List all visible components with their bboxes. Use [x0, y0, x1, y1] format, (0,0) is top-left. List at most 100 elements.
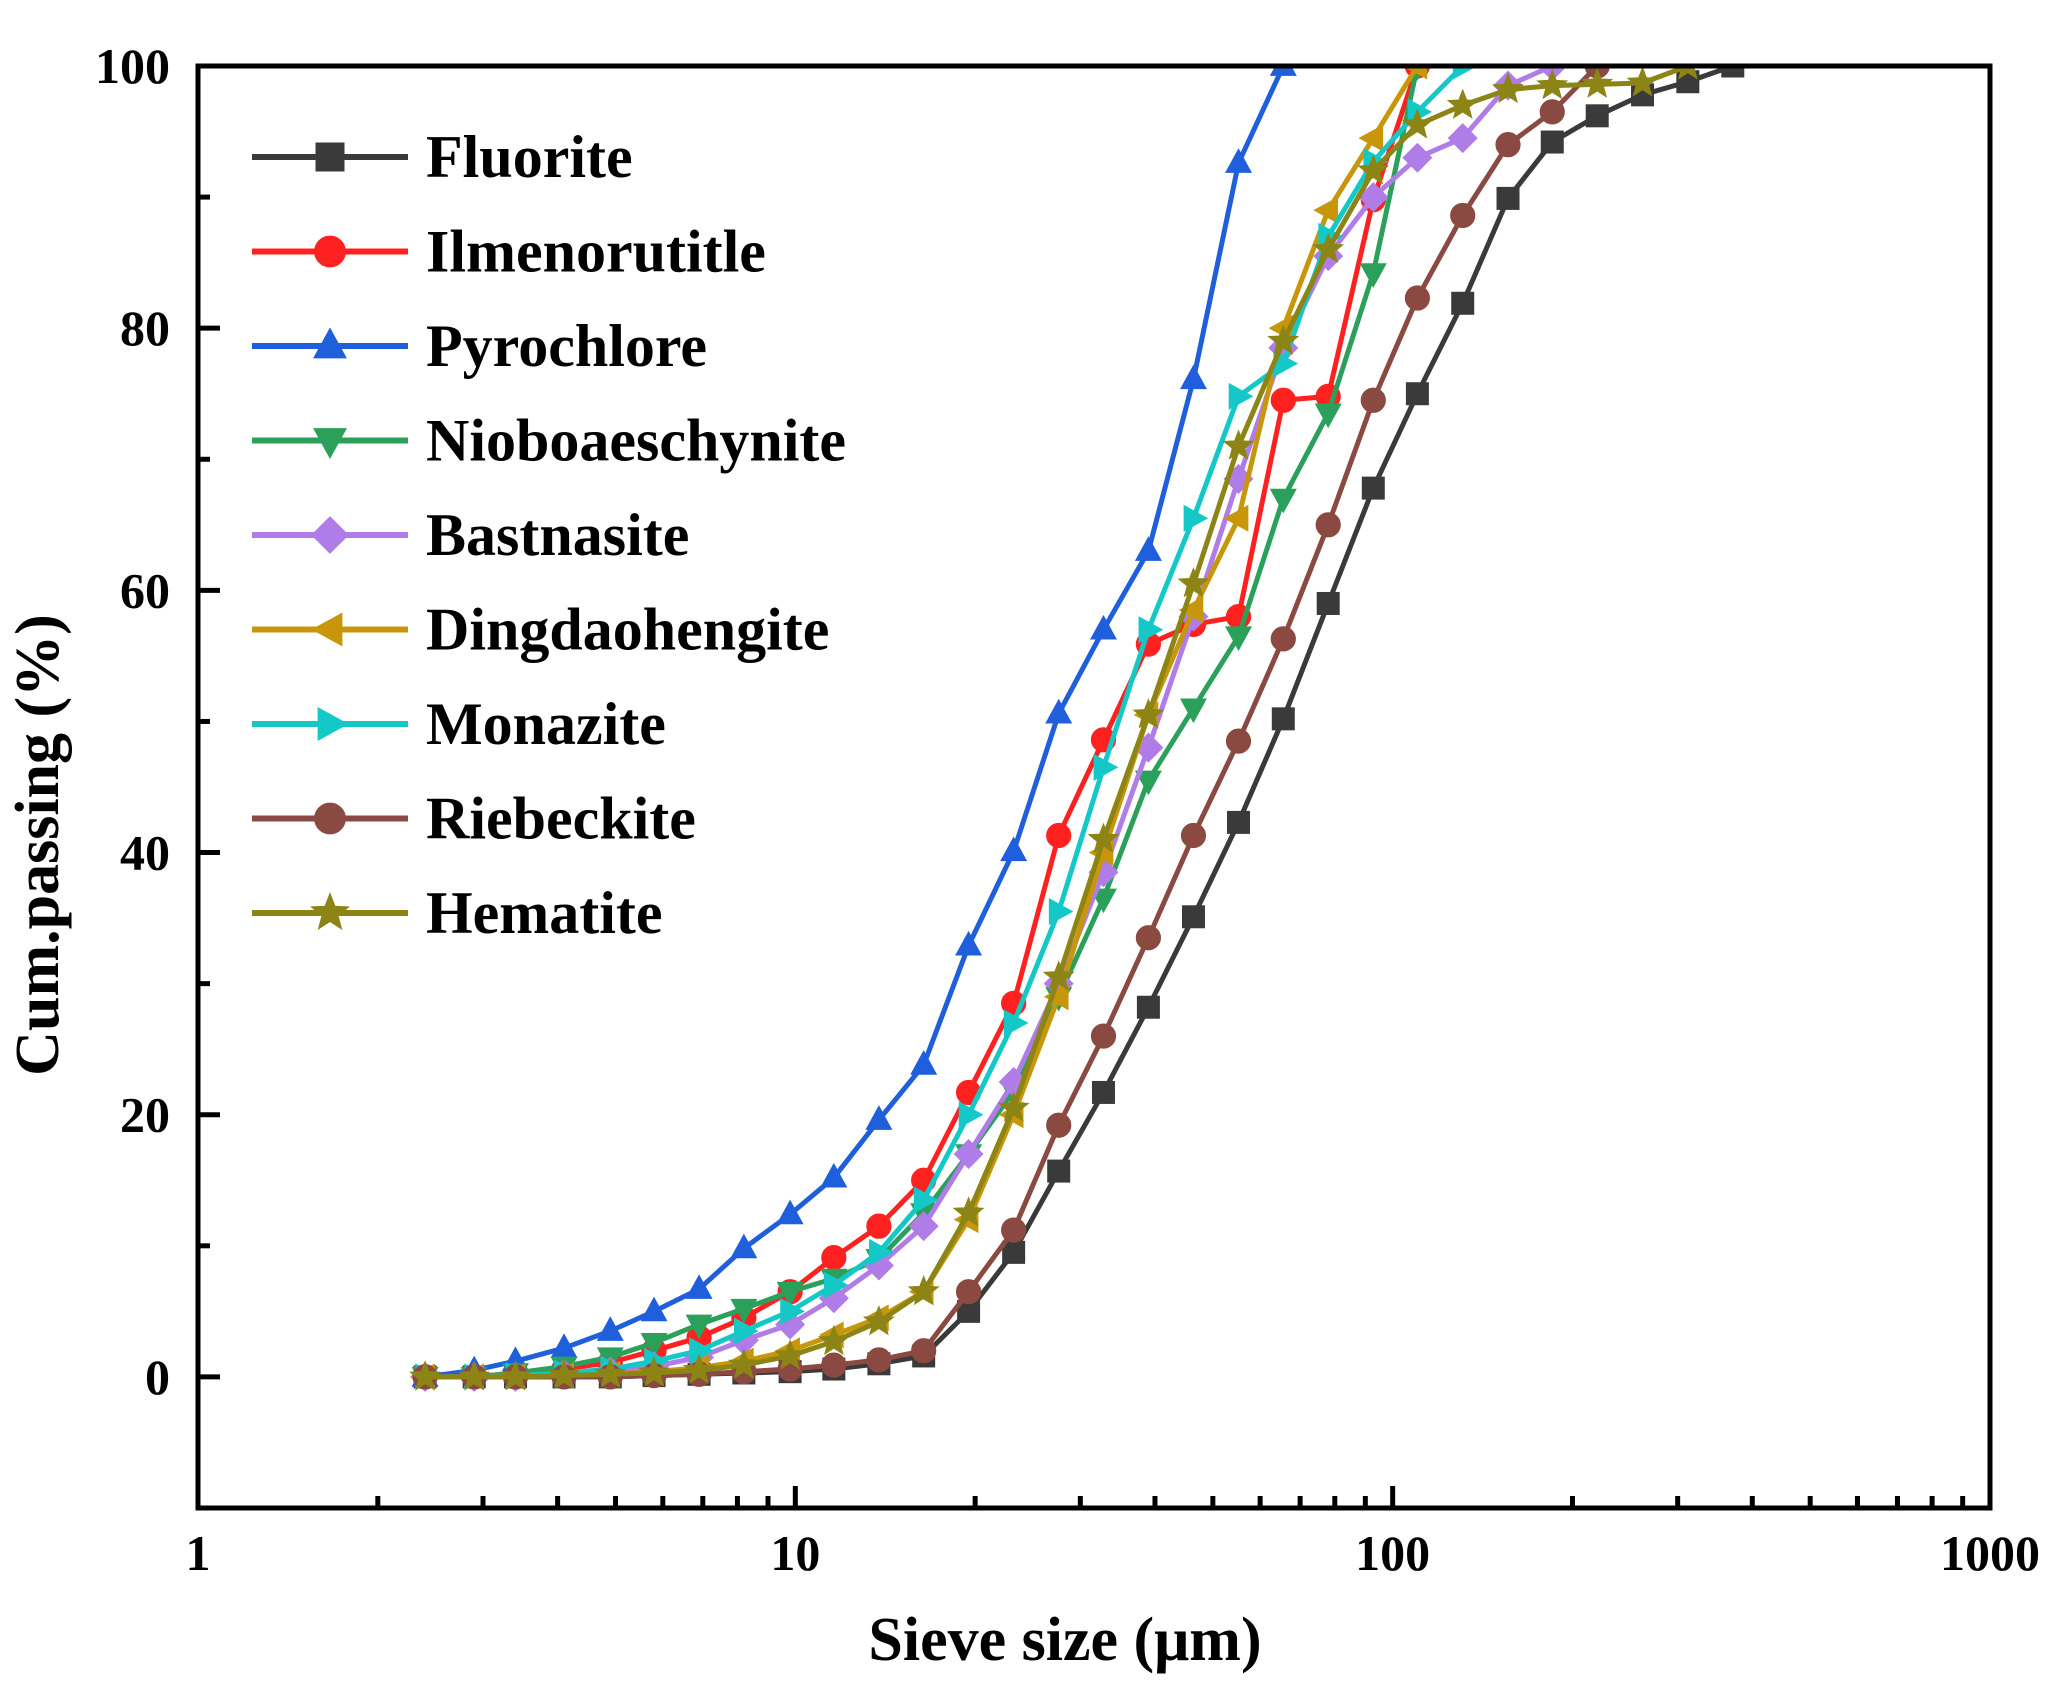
- data-point-nioboaeschynite: [1089, 888, 1117, 914]
- legend-label: Nioboaeschynite: [426, 408, 846, 474]
- data-point-hematite: [458, 1360, 491, 1391]
- data-point-fluorite: [1091, 1080, 1115, 1104]
- data-point-hematite: [774, 1339, 807, 1370]
- legend: Fluorite Ilmenorutitle Pyrochlore Nioboaesc…: [252, 124, 846, 946]
- data-point-pyrochlore: [596, 1316, 624, 1341]
- data-point-hematite: [727, 1348, 760, 1379]
- data-point-ilmenorutitle: [1270, 387, 1296, 413]
- data-point-hematite: [997, 1091, 1030, 1122]
- data-point-nioboaeschynite: [640, 1332, 668, 1358]
- data-point-monazite: [823, 1271, 849, 1299]
- data-point-dingdaohengite: [1223, 504, 1249, 532]
- data-point-bastnasite: [1402, 142, 1433, 173]
- data-point-hematite: [1132, 698, 1165, 729]
- data-point-riebeckite: [1315, 512, 1341, 538]
- legend-label: Pyrochlore: [426, 313, 707, 379]
- data-point-ilmenorutitle: [821, 1245, 847, 1271]
- data-point-pyrochlore: [1225, 148, 1253, 173]
- data-point-riebeckite: [821, 1352, 847, 1378]
- data-point-hematite: [1357, 154, 1390, 185]
- data-point-riebeckite: [1404, 285, 1430, 311]
- data-point-monazite: [689, 1337, 714, 1365]
- legend-label: Ilmenorutitle: [426, 219, 766, 285]
- data-point-riebeckite: [1495, 132, 1521, 158]
- data-point-monazite: [734, 1317, 759, 1345]
- y-tick-label: 60: [120, 562, 170, 618]
- data-point-hematite: [1222, 429, 1255, 460]
- legend-swatch-marker: [313, 428, 347, 460]
- legend-swatch-marker: [313, 327, 347, 359]
- data-point-hematite: [1446, 88, 1479, 119]
- data-point-fluorite: [1271, 707, 1295, 731]
- data-point-bastnasite: [953, 1139, 984, 1170]
- data-point-riebeckite: [1270, 626, 1296, 652]
- legend-label: Bastnasite: [426, 502, 689, 568]
- x-axis-title: Sieve size (μm): [868, 1606, 1261, 1674]
- legend-item-riebeckite: Riebeckite: [252, 786, 696, 852]
- data-point-riebeckite: [1360, 387, 1386, 413]
- data-point-pyrochlore: [820, 1162, 848, 1188]
- data-point-hematite: [683, 1353, 716, 1384]
- data-point-ilmenorutitle: [866, 1213, 892, 1239]
- data-point-dingdaohengite: [1313, 196, 1339, 224]
- data-point-fluorite: [1451, 291, 1475, 315]
- data-point-riebeckite: [1046, 1112, 1072, 1138]
- legend-item-ilmenorutitle: Ilmenorutitle: [252, 219, 766, 285]
- data-point-pyrochlore: [640, 1296, 668, 1322]
- data-point-fluorite: [1047, 1159, 1071, 1183]
- data-point-monazite: [1138, 616, 1164, 644]
- y-tick-label: 40: [120, 825, 170, 881]
- data-point-pyrochlore: [955, 930, 983, 956]
- data-point-hematite: [1536, 68, 1569, 100]
- axes-layer: 0 20 40 60 80 100 1 10 100 1000: [95, 38, 2040, 1581]
- legend-item-fluorite: Fluorite: [252, 124, 633, 190]
- data-point-fluorite: [1405, 382, 1429, 406]
- data-point-dingdaohengite: [1178, 596, 1204, 624]
- legend-item-monazite: Monazite: [252, 691, 666, 757]
- data-point-riebeckite: [1225, 728, 1252, 754]
- data-point-fluorite: [1227, 810, 1251, 834]
- data-point-pyrochlore: [1134, 536, 1162, 561]
- data-point-nioboaeschynite: [1359, 263, 1387, 288]
- data-point-monazite: [1003, 1009, 1029, 1037]
- data-point-hematite: [1267, 324, 1300, 355]
- data-point-fluorite: [1585, 104, 1609, 128]
- series-layer: [409, 64, 1745, 1392]
- data-point-nioboaeschynite: [685, 1314, 713, 1340]
- x-tick-label: 10: [770, 1525, 820, 1581]
- data-point-monazite: [869, 1238, 894, 1266]
- data-point-nioboaeschynite: [730, 1298, 758, 1324]
- y-tick-label: 100: [95, 38, 170, 94]
- data-point-pyrochlore: [776, 1199, 804, 1225]
- legend-item-bastnasite: Bastnasite: [252, 502, 689, 568]
- legend-label: Dingdaohengite: [426, 597, 829, 663]
- legend-swatch-marker: [311, 516, 349, 554]
- data-point-hematite: [1401, 108, 1434, 139]
- data-point-hematite: [638, 1356, 670, 1387]
- data-point-hematite: [862, 1305, 895, 1336]
- legend-item-pyrochlore: Pyrochlore: [252, 313, 707, 379]
- data-point-hematite: [409, 1360, 442, 1391]
- y-tick-label: 0: [145, 1349, 170, 1405]
- data-point-fluorite: [1496, 186, 1520, 210]
- series-hematite: [409, 64, 1700, 1391]
- data-point-pyrochlore: [1045, 698, 1073, 724]
- data-point-bastnasite: [1447, 123, 1478, 154]
- data-point-riebeckite: [1539, 99, 1565, 125]
- data-point-monazite: [913, 1186, 939, 1214]
- data-point-riebeckite: [1180, 822, 1207, 849]
- data-point-hematite: [548, 1358, 581, 1390]
- data-point-riebeckite: [1135, 925, 1161, 951]
- x-tick-label: 1: [186, 1525, 211, 1581]
- y-tick-label: 20: [120, 1087, 170, 1143]
- data-point-nioboaeschynite: [1134, 770, 1162, 796]
- data-point-pyrochlore: [1000, 836, 1028, 862]
- legend-swatch-marker: [315, 142, 345, 172]
- legend-label: Monazite: [426, 691, 666, 757]
- data-point-riebeckite: [866, 1347, 892, 1373]
- data-point-nioboaeschynite: [1179, 698, 1207, 724]
- data-point-riebeckite: [1450, 202, 1476, 229]
- data-point-riebeckite: [1090, 1023, 1117, 1049]
- data-point-fluorite: [1540, 130, 1564, 154]
